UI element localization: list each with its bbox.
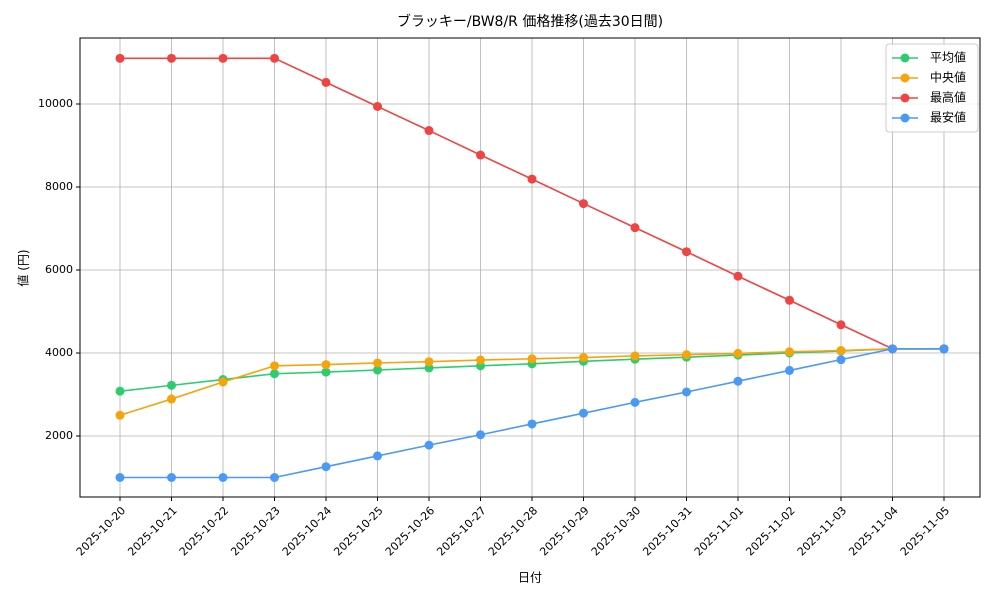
x-tick-label: 2025-11-01 <box>692 504 746 558</box>
data-point <box>630 351 640 361</box>
x-tick-label: 2025-10-26 <box>383 504 437 558</box>
data-point <box>321 367 331 377</box>
x-tick-label: 2025-11-02 <box>743 504 797 558</box>
data-point <box>424 126 434 136</box>
x-tick-label: 2025-10-29 <box>537 504 591 558</box>
legend-label: 最安値 <box>930 110 966 125</box>
data-point <box>682 350 691 360</box>
data-point <box>630 223 640 233</box>
data-point <box>218 53 228 63</box>
data-point <box>424 363 434 373</box>
data-point <box>785 365 794 375</box>
y-tick-label: 6000 <box>45 263 73 276</box>
data-point <box>373 101 382 111</box>
data-point <box>888 344 897 354</box>
legend-label: 平均値 <box>930 50 966 65</box>
chart-title: ブラッキー/BW8/R 価格推移(過去30日間) <box>397 13 663 30</box>
legend-marker <box>900 53 910 63</box>
data-point <box>785 347 794 357</box>
data-point <box>579 199 588 209</box>
data-point <box>373 365 382 375</box>
data-point <box>373 451 382 461</box>
legend-marker <box>900 93 910 103</box>
data-point <box>321 77 331 87</box>
data-point <box>682 247 691 257</box>
data-point <box>476 355 485 365</box>
data-point <box>167 472 176 482</box>
legend-box <box>885 43 979 133</box>
data-point <box>270 369 279 379</box>
data-point <box>321 360 331 370</box>
data-point <box>527 354 537 364</box>
x-tick-label: 2025-10-22 <box>177 504 231 558</box>
x-axis-label: 日付 <box>518 571 542 585</box>
data-point <box>218 472 228 482</box>
data-point <box>630 397 640 407</box>
data-point <box>527 419 537 429</box>
y-axis-label: 値 (円) <box>16 249 31 286</box>
legend-marker <box>900 113 910 123</box>
data-point <box>733 271 743 281</box>
legend-label: 中央値 <box>930 70 966 85</box>
data-point <box>527 174 537 184</box>
data-point <box>167 53 176 63</box>
data-point <box>167 394 176 404</box>
legend-label: 最高値 <box>930 90 966 105</box>
x-tick-label: 2025-11-05 <box>898 504 952 558</box>
y-tick-label: 8000 <box>45 180 73 193</box>
legend-marker <box>900 73 910 83</box>
data-point <box>115 472 125 482</box>
data-point <box>579 353 588 363</box>
data-point <box>939 344 949 354</box>
x-tick-label: 2025-10-31 <box>640 504 694 558</box>
data-point <box>115 386 125 396</box>
data-point <box>373 358 382 368</box>
data-point <box>270 472 279 482</box>
data-point <box>476 150 485 160</box>
data-point <box>270 361 279 371</box>
data-point <box>836 355 846 365</box>
data-point <box>733 376 743 386</box>
x-tick-label: 2025-10-25 <box>331 504 385 558</box>
data-point <box>115 410 125 420</box>
x-tick-label: 2025-10-23 <box>228 504 282 558</box>
data-point <box>785 295 794 305</box>
x-tick-label: 2025-11-04 <box>846 504 900 558</box>
data-point <box>579 408 588 418</box>
data-point <box>218 377 228 387</box>
data-point <box>733 348 743 358</box>
plot-frame <box>79 37 981 498</box>
data-point <box>476 430 485 440</box>
data-point <box>682 387 691 397</box>
x-tick-label: 2025-10-20 <box>74 504 128 558</box>
x-tick-label: 2025-10-30 <box>589 504 643 558</box>
x-tick-label: 2025-11-03 <box>795 504 849 558</box>
data-point <box>836 320 846 330</box>
data-point <box>424 357 434 367</box>
data-point <box>836 346 846 356</box>
data-point <box>424 440 434 450</box>
y-tick-label: 4000 <box>45 346 73 359</box>
data-point <box>321 462 331 472</box>
data-point <box>270 53 279 63</box>
y-tick-label: 2000 <box>45 429 73 442</box>
y-tick-label: 10000 <box>38 97 73 110</box>
x-tick-label: 2025-10-21 <box>125 504 179 558</box>
x-tick-label: 2025-10-28 <box>486 504 540 558</box>
x-tick-label: 2025-10-27 <box>434 504 488 558</box>
data-point <box>167 380 176 390</box>
x-tick-label: 2025-10-24 <box>280 504 334 558</box>
data-point <box>115 53 125 63</box>
